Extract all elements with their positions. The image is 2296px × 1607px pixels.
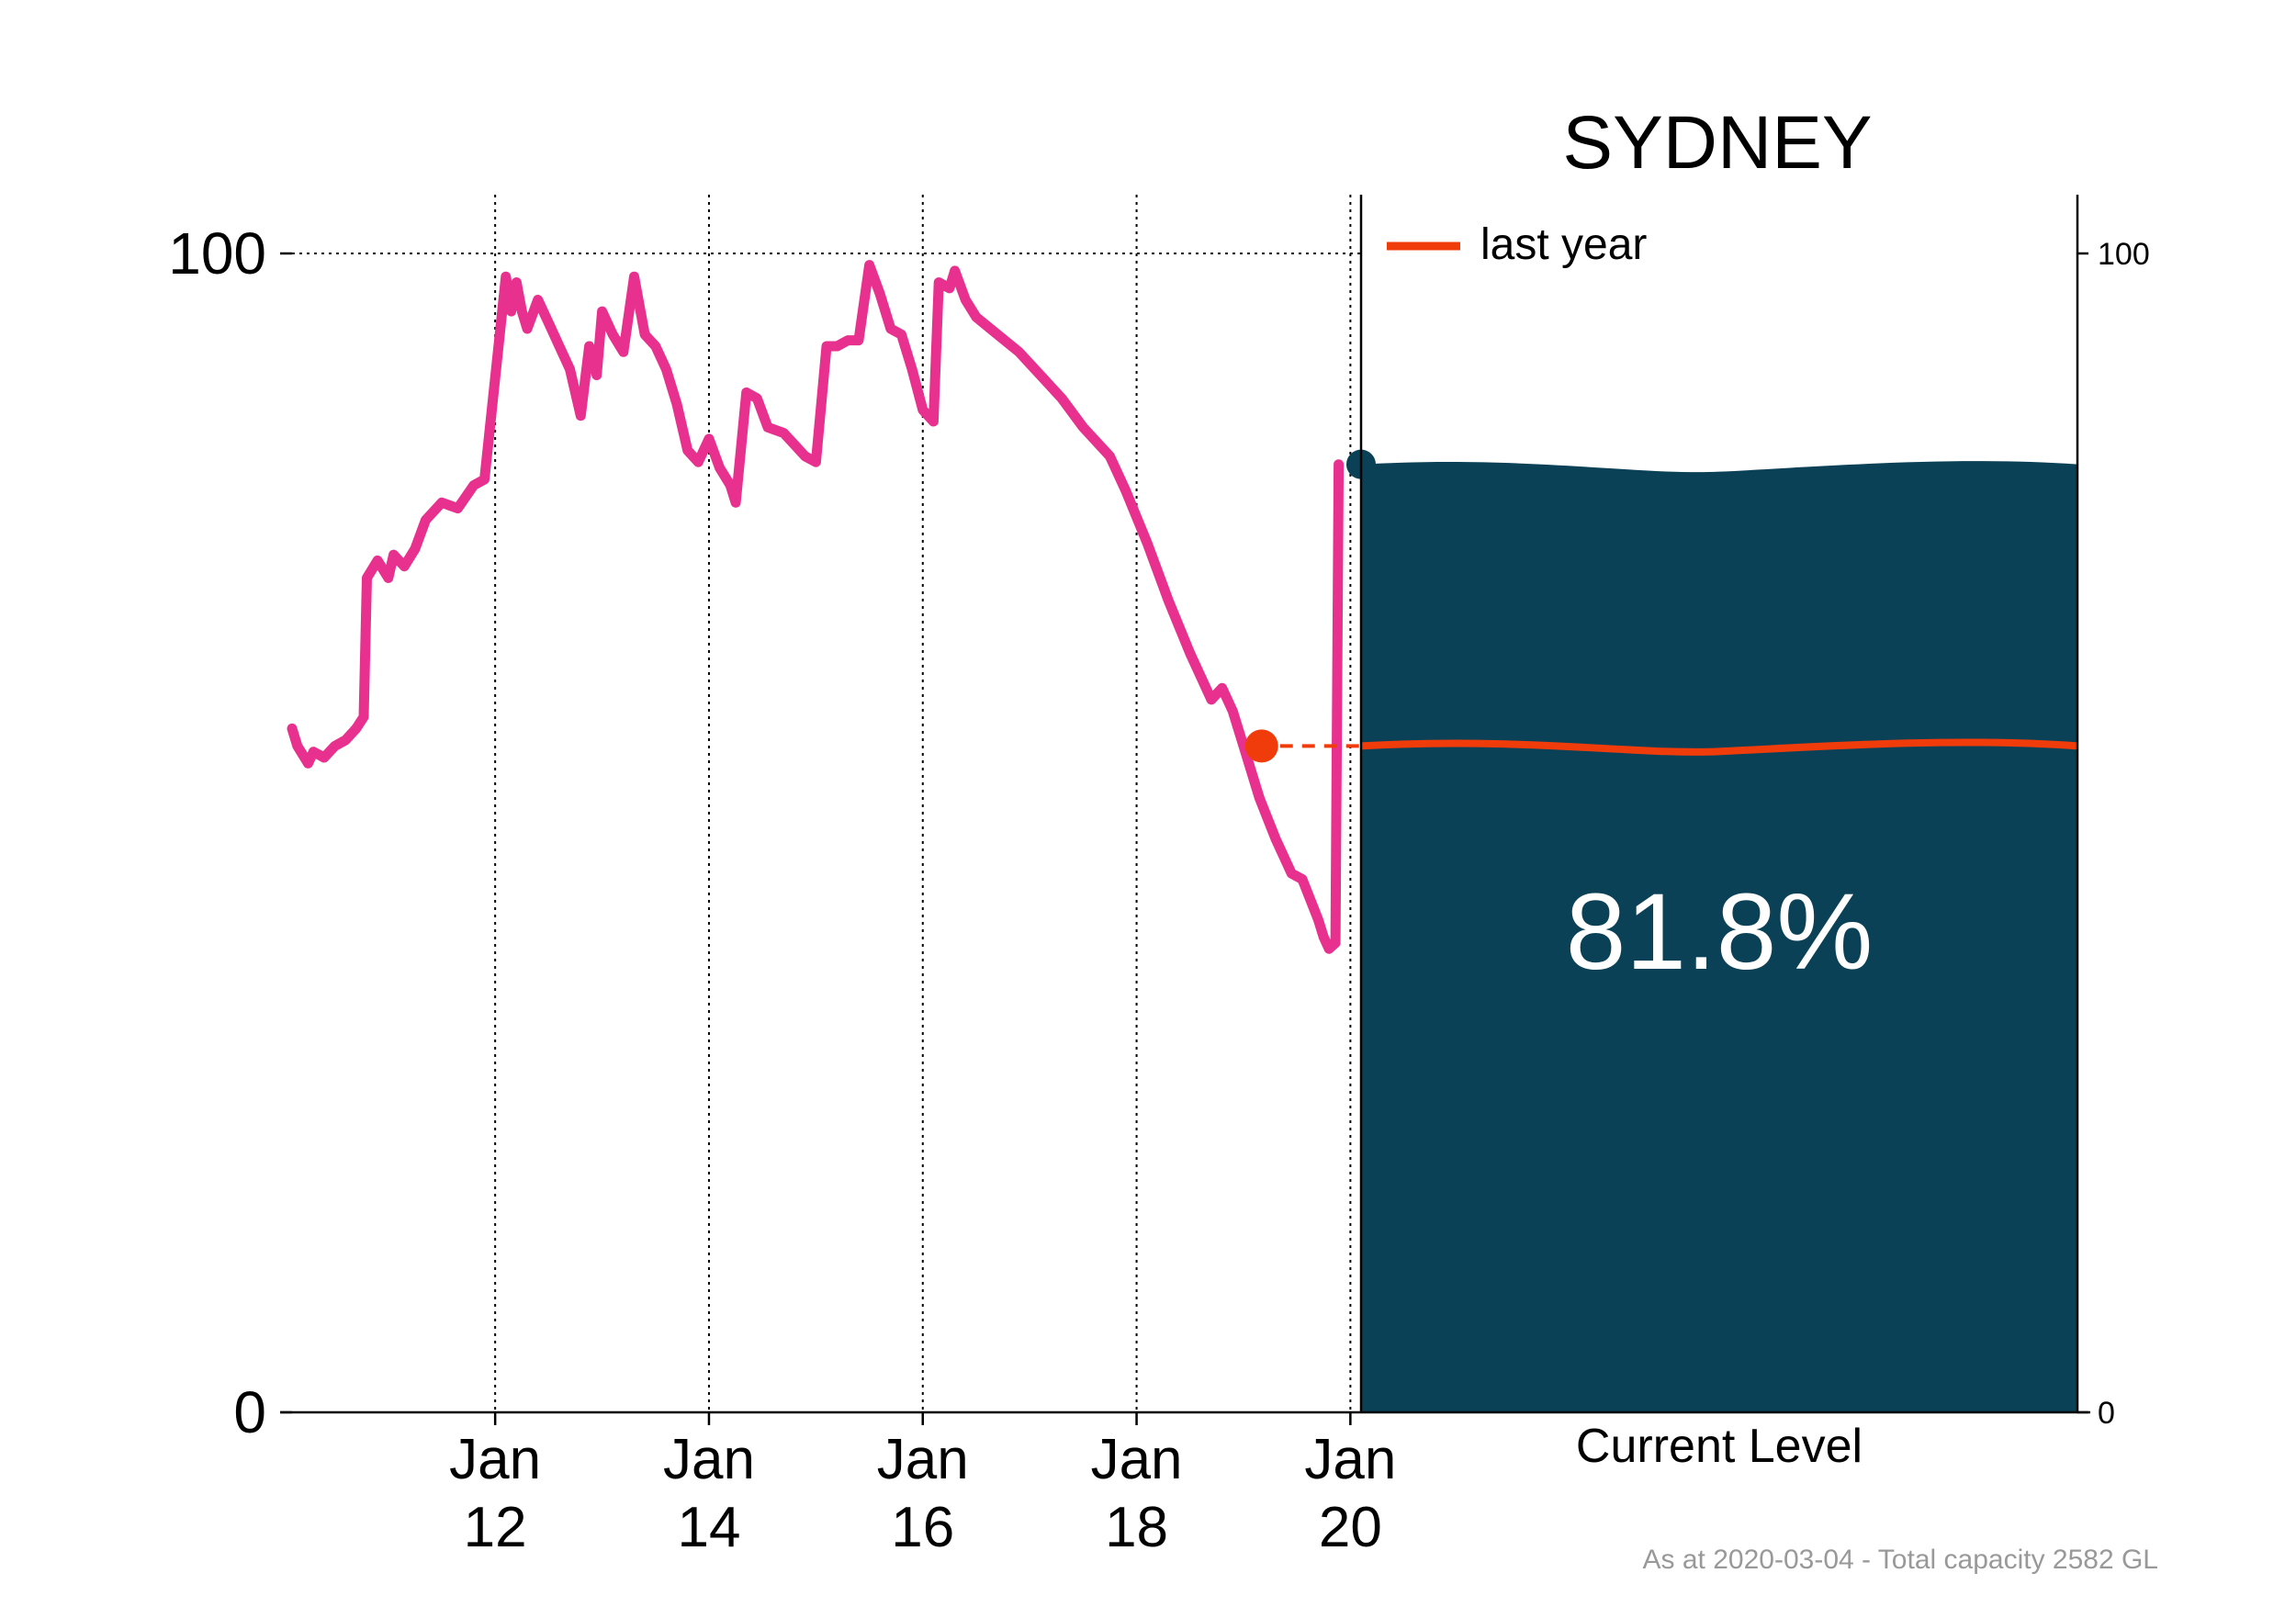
x-tick-label-line: 12 [464, 1496, 527, 1559]
legend-label-last-year: last year [1480, 220, 1647, 269]
x-tick-label-line: Jan [663, 1428, 755, 1491]
x-gridlines [494, 195, 1352, 1412]
x-tick-label-line: Jan [449, 1428, 541, 1491]
water-fill [1361, 461, 2077, 1412]
right-y-ticks: 0 100 [2077, 237, 2150, 1431]
x-tick-label-line: 14 [677, 1496, 740, 1559]
x-tick-label-16: Jan 16 [877, 1428, 969, 1559]
right-y-tick-label-0: 0 [2098, 1396, 2115, 1431]
x-tick-label-line: Jan [1091, 1428, 1183, 1491]
x-tick-label-18: Jan 18 [1091, 1428, 1183, 1559]
x-tick-label-line: Jan [877, 1428, 969, 1491]
last-year-level-line [1360, 738, 2078, 756]
history-series-line [287, 260, 1345, 954]
x-tick-label-20: Jan 20 [1304, 1428, 1396, 1559]
x-tick-label-14: Jan 14 [663, 1428, 755, 1559]
x-tick-label-line: 18 [1105, 1496, 1168, 1559]
chart-title: SYDNEY [1562, 101, 1872, 185]
left-y-tick-label-0: 0 [233, 1379, 266, 1445]
current-level-panel: 0 100 81.8% Current Level last year [1359, 195, 2150, 1473]
last-year-marker [1244, 729, 1278, 763]
left-y-tick-label-100: 100 [168, 220, 266, 287]
right-y-tick-label-100: 100 [2098, 237, 2150, 272]
current-level-value: 81.8% [1566, 871, 1874, 993]
left-y-ticks: 0 100 [168, 220, 292, 1445]
x-tick-label-line: 20 [1319, 1496, 1382, 1559]
footnote: As at 2020-03-04 - Total capacity 2582 G… [1643, 1545, 2158, 1575]
x-tick-label-12: Jan 12 [449, 1428, 541, 1559]
x-tick-label-line: Jan [1304, 1428, 1396, 1491]
legend: last year [1387, 220, 1647, 269]
current-level-axis-label: Current Level [1576, 1420, 1863, 1473]
x-tick-label-line: 16 [891, 1496, 954, 1559]
